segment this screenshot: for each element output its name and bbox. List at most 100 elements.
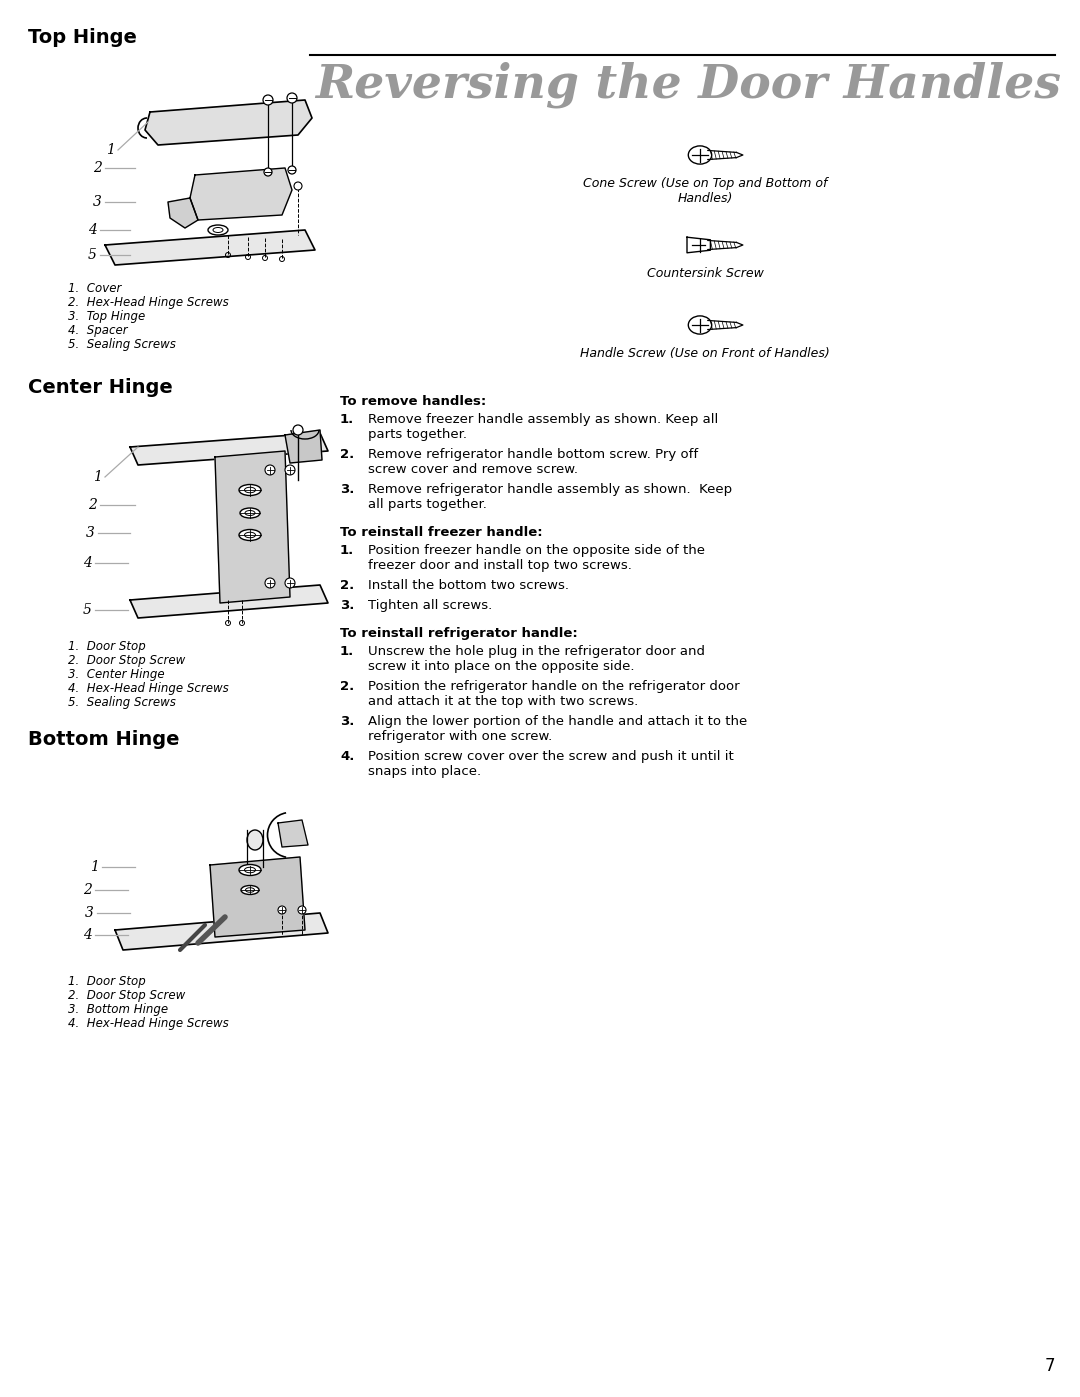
Text: Remove refrigerator handle bottom screw. Pry off
screw cover and remove screw.: Remove refrigerator handle bottom screw.… <box>368 448 698 476</box>
Text: 3: 3 <box>93 196 102 210</box>
Ellipse shape <box>239 865 261 876</box>
Text: 1.: 1. <box>340 414 354 426</box>
Circle shape <box>293 425 303 434</box>
Text: 3.: 3. <box>340 599 354 612</box>
Polygon shape <box>707 320 737 330</box>
Text: 4: 4 <box>83 928 92 942</box>
Text: Align the lower portion of the handle and attach it to the
refrigerator with one: Align the lower portion of the handle an… <box>368 715 747 743</box>
Text: 5: 5 <box>89 249 97 263</box>
Ellipse shape <box>239 485 261 496</box>
Ellipse shape <box>213 228 222 232</box>
Ellipse shape <box>247 830 264 849</box>
Text: 1.  Door Stop: 1. Door Stop <box>68 640 146 652</box>
Ellipse shape <box>688 316 712 334</box>
Circle shape <box>294 182 302 190</box>
Ellipse shape <box>208 225 228 235</box>
Text: 7: 7 <box>1044 1356 1055 1375</box>
Ellipse shape <box>244 532 256 538</box>
Text: 2.  Door Stop Screw: 2. Door Stop Screw <box>68 654 186 666</box>
Text: Cone Screw (Use on Top and Bottom of
Handles): Cone Screw (Use on Top and Bottom of Han… <box>583 177 827 205</box>
Text: 2.: 2. <box>340 578 354 592</box>
Text: 3: 3 <box>86 527 95 541</box>
Text: 1: 1 <box>106 142 114 156</box>
Text: 2.: 2. <box>340 680 354 693</box>
Text: Center Hinge: Center Hinge <box>28 379 173 397</box>
Circle shape <box>285 465 295 475</box>
Circle shape <box>287 94 297 103</box>
Polygon shape <box>285 430 322 462</box>
Circle shape <box>285 578 295 588</box>
Text: 1.  Cover: 1. Cover <box>68 282 121 295</box>
Text: To remove handles:: To remove handles: <box>340 395 486 408</box>
Ellipse shape <box>241 886 259 894</box>
Text: Bottom Hinge: Bottom Hinge <box>28 731 179 749</box>
Circle shape <box>264 95 273 105</box>
Text: 3.: 3. <box>340 715 354 728</box>
Text: Tighten all screws.: Tighten all screws. <box>368 599 492 612</box>
Polygon shape <box>210 856 305 937</box>
Polygon shape <box>707 240 737 250</box>
Polygon shape <box>105 231 315 265</box>
Text: To reinstall refrigerator handle:: To reinstall refrigerator handle: <box>340 627 578 640</box>
Polygon shape <box>130 585 328 617</box>
Ellipse shape <box>688 145 712 163</box>
Polygon shape <box>215 451 291 604</box>
Ellipse shape <box>239 529 261 541</box>
Ellipse shape <box>244 488 256 493</box>
Polygon shape <box>737 243 743 247</box>
Text: 5.  Sealing Screws: 5. Sealing Screws <box>68 338 176 351</box>
Text: 3.  Top Hinge: 3. Top Hinge <box>68 310 145 323</box>
Text: 2.  Door Stop Screw: 2. Door Stop Screw <box>68 989 186 1002</box>
Text: Unscrew the hole plug in the refrigerator door and
screw it into place on the op: Unscrew the hole plug in the refrigerato… <box>368 645 705 673</box>
Text: 1: 1 <box>93 469 102 483</box>
Circle shape <box>288 166 296 175</box>
Polygon shape <box>737 152 743 158</box>
Text: Remove freezer handle assembly as shown. Keep all
parts together.: Remove freezer handle assembly as shown.… <box>368 414 718 441</box>
Text: Position the refrigerator handle on the refrigerator door
and attach it at the t: Position the refrigerator handle on the … <box>368 680 740 708</box>
Polygon shape <box>687 237 711 253</box>
Text: 3.  Bottom Hinge: 3. Bottom Hinge <box>68 1003 168 1016</box>
Text: Handle Screw (Use on Front of Handles): Handle Screw (Use on Front of Handles) <box>580 346 829 360</box>
Polygon shape <box>707 151 737 159</box>
Polygon shape <box>190 168 292 219</box>
Circle shape <box>298 907 306 914</box>
Polygon shape <box>145 101 312 145</box>
Polygon shape <box>168 198 198 228</box>
Text: 1.: 1. <box>340 645 354 658</box>
Text: 4.: 4. <box>340 750 354 763</box>
Circle shape <box>265 465 275 475</box>
Text: Remove refrigerator handle assembly as shown.  Keep
all parts together.: Remove refrigerator handle assembly as s… <box>368 483 732 511</box>
Text: Top Hinge: Top Hinge <box>28 28 137 47</box>
Ellipse shape <box>244 868 256 873</box>
Text: 3: 3 <box>85 907 94 921</box>
Text: 3.: 3. <box>340 483 354 496</box>
Text: Countersink Screw: Countersink Screw <box>647 267 764 279</box>
Text: Install the bottom two screws.: Install the bottom two screws. <box>368 578 569 592</box>
Text: 2.: 2. <box>340 448 354 461</box>
Polygon shape <box>737 323 743 328</box>
Text: 4: 4 <box>89 224 97 237</box>
Text: Reversing the Door Handles: Reversing the Door Handles <box>315 61 1061 109</box>
Ellipse shape <box>245 887 255 893</box>
Circle shape <box>278 907 286 914</box>
Text: 1: 1 <box>90 861 99 875</box>
Polygon shape <box>130 433 328 465</box>
Text: 5.  Sealing Screws: 5. Sealing Screws <box>68 696 176 710</box>
Text: 1.: 1. <box>340 543 354 557</box>
Text: To reinstall freezer handle:: To reinstall freezer handle: <box>340 527 542 539</box>
Text: 4.  Hex-Head Hinge Screws: 4. Hex-Head Hinge Screws <box>68 1017 229 1030</box>
Text: 3.  Center Hinge: 3. Center Hinge <box>68 668 164 680</box>
Text: 4: 4 <box>83 556 92 570</box>
Text: 4.  Spacer: 4. Spacer <box>68 324 127 337</box>
Text: 4.  Hex-Head Hinge Screws: 4. Hex-Head Hinge Screws <box>68 682 229 694</box>
Text: Position freezer handle on the opposite side of the
freezer door and install top: Position freezer handle on the opposite … <box>368 543 705 571</box>
Circle shape <box>264 168 272 176</box>
Text: 2.  Hex-Head Hinge Screws: 2. Hex-Head Hinge Screws <box>68 296 229 309</box>
Text: 1.  Door Stop: 1. Door Stop <box>68 975 146 988</box>
Text: 2: 2 <box>89 497 97 511</box>
Text: 5: 5 <box>83 604 92 617</box>
Text: Position screw cover over the screw and push it until it
snaps into place.: Position screw cover over the screw and … <box>368 750 733 778</box>
Polygon shape <box>114 914 328 950</box>
Text: 2: 2 <box>93 161 102 175</box>
Circle shape <box>265 578 275 588</box>
